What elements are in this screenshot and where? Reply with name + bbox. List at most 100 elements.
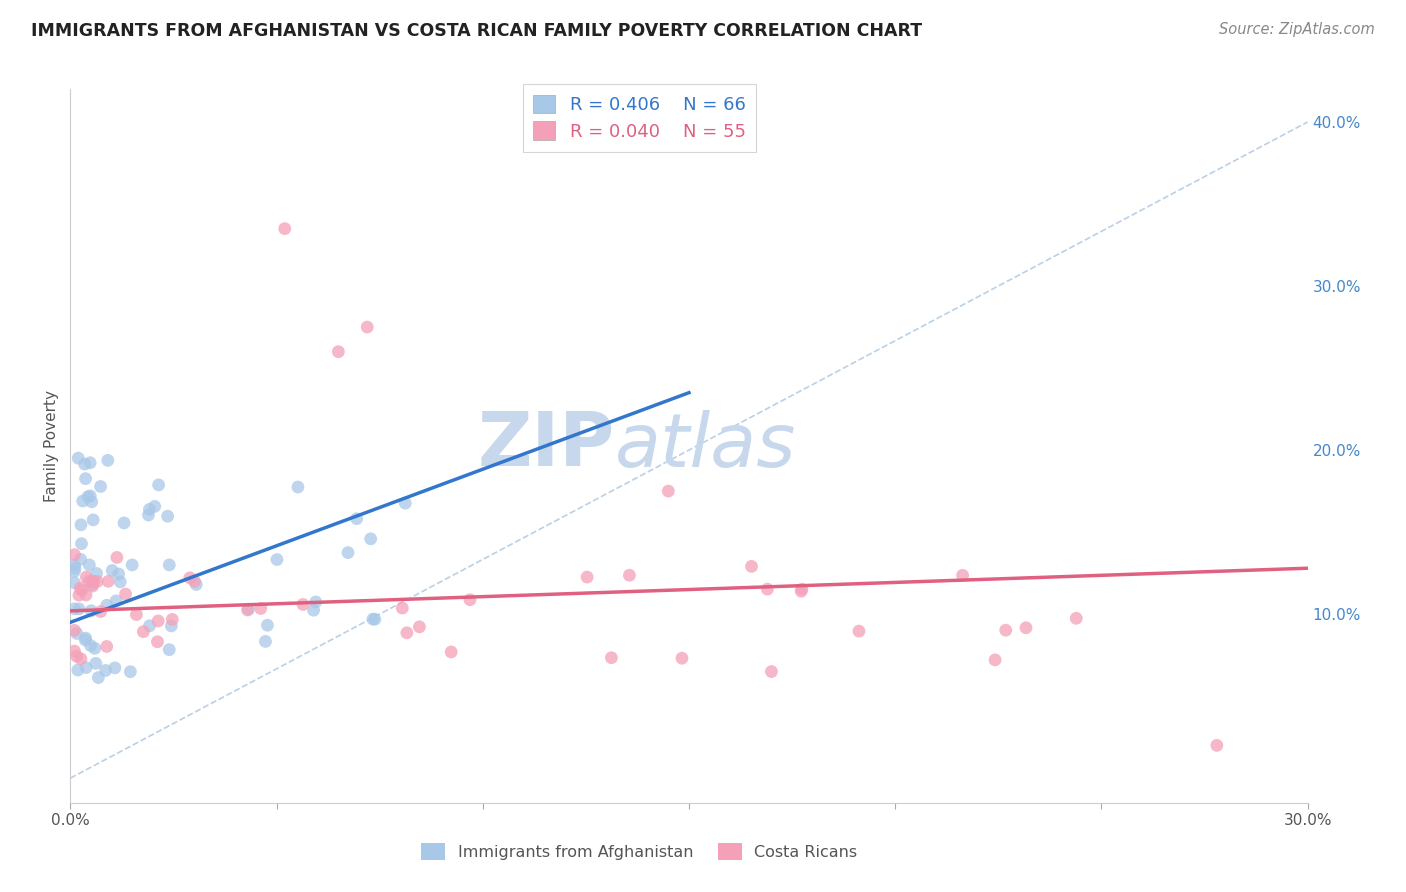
Point — [576, 570, 599, 584]
Point — [70, 536, 93, 550]
Point — [761, 665, 783, 679]
Point — [179, 571, 201, 585]
Point — [70, 517, 93, 532]
Point — [75, 660, 97, 674]
Point — [86, 574, 108, 589]
Point — [121, 558, 143, 572]
Point — [67, 588, 90, 602]
Point — [346, 511, 368, 525]
Point — [90, 479, 112, 493]
Point — [82, 579, 104, 593]
Point — [80, 495, 103, 509]
Point — [1015, 621, 1038, 635]
Point — [157, 558, 180, 572]
Point — [104, 661, 127, 675]
Point — [63, 564, 86, 578]
Point — [83, 574, 105, 589]
Point — [63, 602, 86, 616]
Point — [82, 577, 104, 591]
Point — [75, 472, 97, 486]
Point — [619, 568, 641, 582]
Point — [238, 602, 260, 616]
Point — [994, 623, 1017, 637]
Point — [132, 624, 155, 639]
Point — [138, 502, 160, 516]
Point — [63, 624, 86, 638]
Point — [364, 612, 387, 626]
Point — [408, 620, 430, 634]
Point — [657, 484, 679, 499]
Point — [600, 650, 623, 665]
Point — [63, 644, 86, 658]
Point — [138, 508, 160, 522]
Point — [256, 618, 278, 632]
Point — [80, 574, 103, 589]
Point — [97, 574, 120, 589]
Point — [1064, 611, 1087, 625]
Point — [249, 601, 271, 615]
Point — [75, 631, 97, 645]
Point — [73, 457, 96, 471]
Point — [186, 577, 208, 591]
Point — [361, 612, 384, 626]
Point — [105, 594, 128, 608]
Text: atlas: atlas — [614, 410, 796, 482]
Point — [254, 634, 277, 648]
Point — [360, 532, 382, 546]
Point — [66, 663, 89, 677]
Point — [70, 583, 93, 598]
Text: IMMIGRANTS FROM AFGHANISTAN VS COSTA RICAN FAMILY POVERTY CORRELATION CHART: IMMIGRANTS FROM AFGHANISTAN VS COSTA RIC… — [31, 22, 922, 40]
Point — [75, 570, 97, 584]
Y-axis label: Family Poverty: Family Poverty — [44, 390, 59, 502]
Point — [952, 568, 974, 582]
Point — [125, 607, 148, 622]
Point — [143, 500, 166, 514]
Point — [162, 612, 184, 626]
Point — [391, 601, 413, 615]
Text: ZIP: ZIP — [478, 409, 614, 483]
Point — [83, 641, 105, 656]
Point — [110, 574, 132, 589]
Point — [70, 652, 93, 666]
Point — [66, 649, 89, 664]
Point — [96, 640, 118, 654]
Point — [328, 344, 350, 359]
Point — [138, 619, 160, 633]
Point — [291, 598, 314, 612]
Point — [756, 582, 779, 596]
Point — [741, 559, 763, 574]
Point — [305, 595, 328, 609]
Point — [67, 602, 90, 616]
Point — [160, 619, 183, 633]
Point — [77, 490, 100, 504]
Point — [63, 558, 86, 572]
Point — [87, 671, 110, 685]
Point — [77, 574, 100, 589]
Point — [79, 558, 101, 572]
Point — [394, 496, 416, 510]
Point — [156, 509, 179, 524]
Point — [671, 651, 693, 665]
Point — [287, 480, 309, 494]
Point — [112, 516, 135, 530]
Point — [302, 603, 325, 617]
Point — [148, 478, 170, 492]
Point — [96, 599, 118, 613]
Point — [72, 494, 94, 508]
Point — [90, 605, 112, 619]
Point — [79, 456, 101, 470]
Point — [63, 561, 86, 575]
Point — [146, 634, 169, 648]
Point — [94, 664, 117, 678]
Point — [236, 603, 259, 617]
Point — [84, 657, 107, 671]
Point — [157, 642, 180, 657]
Point — [97, 453, 120, 467]
Point — [79, 639, 101, 653]
Legend: Immigrants from Afghanistan, Costa Ricans: Immigrants from Afghanistan, Costa Rican… — [415, 837, 863, 866]
Point — [63, 575, 86, 590]
Point — [183, 574, 205, 589]
Point — [1205, 739, 1227, 753]
Point — [458, 592, 481, 607]
Point — [75, 588, 97, 602]
